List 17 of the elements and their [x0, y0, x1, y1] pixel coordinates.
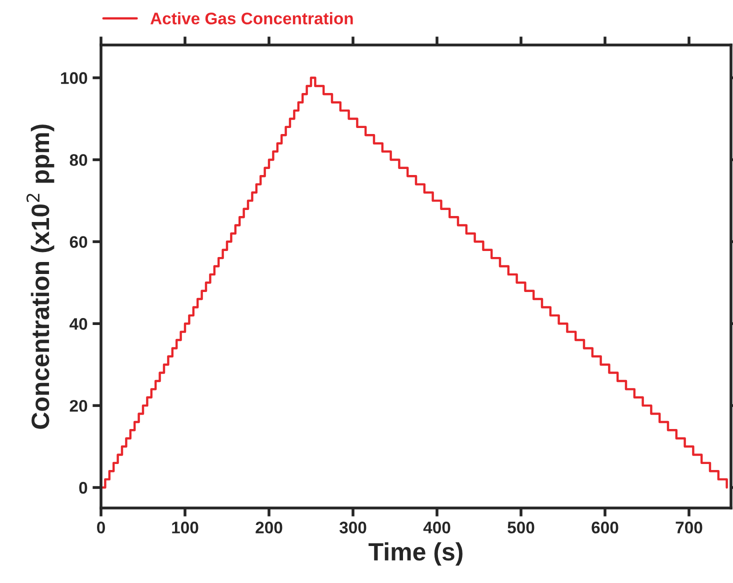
- x-tick-label: 200: [256, 522, 282, 534]
- y-tick-label: 40: [70, 318, 88, 330]
- x-tick-label: 500: [508, 522, 534, 534]
- x-tick-label: 400: [423, 522, 450, 534]
- y-tick-label: 0: [79, 482, 88, 494]
- x-tick-label: 0: [97, 522, 105, 534]
- legend-label: Active Gas Concentration: [150, 12, 353, 24]
- y-tick-label: 60: [70, 236, 88, 248]
- y-axis-title: Concentration (x10$^{2}$ ppm): [26, 124, 54, 429]
- x-tick-label: 100: [172, 522, 198, 534]
- x-tick-label: 600: [592, 522, 618, 534]
- y-tick-label: 100: [61, 72, 88, 84]
- x-tick-label: 300: [339, 522, 366, 534]
- y-tick-label: 20: [70, 400, 88, 412]
- y-tick-label: 80: [70, 154, 88, 166]
- x-tick-label: 700: [676, 522, 702, 534]
- x-axis-title: Time (s): [368, 542, 462, 566]
